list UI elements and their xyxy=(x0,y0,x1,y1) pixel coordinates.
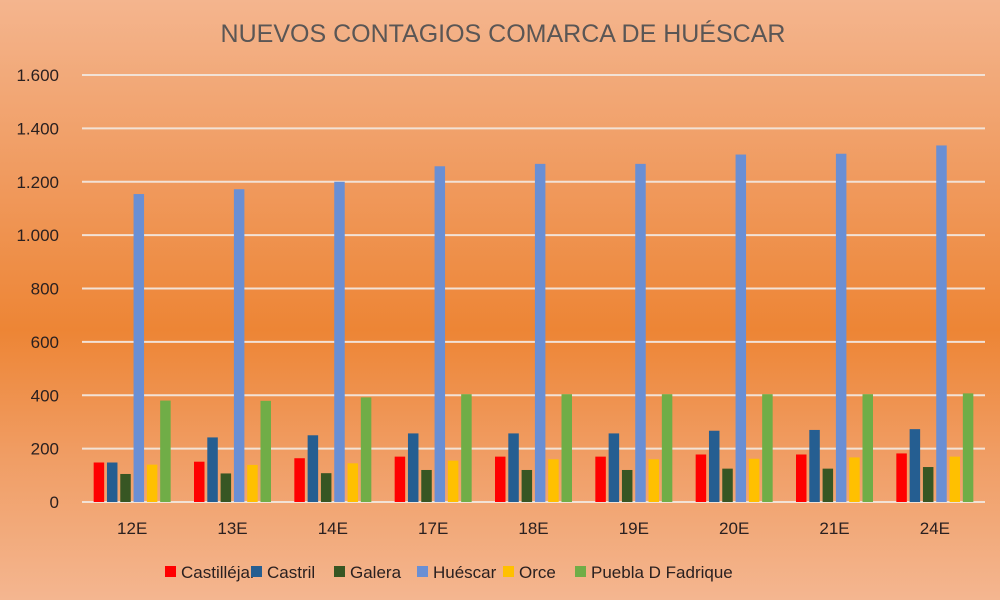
x-tick-label: 20E xyxy=(719,519,749,538)
gridlines xyxy=(82,74,985,503)
bar-puebla-d-fadrique-20E xyxy=(762,394,773,502)
bar-castril-19E xyxy=(608,433,620,502)
bar-hu-scar-21E xyxy=(835,153,847,502)
y-axis-ticks: 0 200 400 600 800 1.000 1.200 1.400 1.600 xyxy=(16,66,59,512)
bar-orce-19E xyxy=(648,459,660,502)
bar-castill-jar-18E xyxy=(495,456,506,502)
bar-galera-18E xyxy=(521,469,533,502)
chart-title: NUEVOS CONTAGIOS COMARCA DE HUÉSCAR xyxy=(221,19,786,48)
bar-castril-17E xyxy=(407,433,419,502)
bar-puebla-d-fadrique-14E xyxy=(360,397,372,502)
legend-swatch xyxy=(165,566,176,577)
legend: Castilléjar Castril Galera Huéscar Orce Puebl… xyxy=(165,563,733,582)
bar-galera-14E xyxy=(320,473,332,502)
bar-puebla-d-fadrique-19E xyxy=(661,394,673,502)
x-tick-label: 21E xyxy=(819,519,849,538)
bar-castill-jar-19E xyxy=(595,456,606,502)
x-tick-label: 13E xyxy=(217,519,247,538)
y-tick-label: 0 xyxy=(50,493,59,512)
bar-castill-jar-17E xyxy=(394,456,406,502)
bar-orce-12E xyxy=(146,464,158,502)
bar-castill-jar-21E xyxy=(796,454,807,502)
legend-swatch xyxy=(334,566,345,577)
bar-galera-20E xyxy=(722,468,733,502)
bar-puebla-d-fadrique-12E xyxy=(160,400,171,502)
y-tick-label: 1.400 xyxy=(16,119,59,138)
y-tick-label: 800 xyxy=(31,280,59,299)
x-tick-label: 18E xyxy=(518,519,548,538)
legend-label: Castilléjar xyxy=(181,563,256,582)
bar-puebla-d-fadrique-17E xyxy=(461,394,472,502)
legend-label: Puebla D Fadrique xyxy=(591,563,733,582)
bar-castill-jar-14E xyxy=(294,458,305,502)
bar-galera-17E xyxy=(421,469,432,502)
x-tick-label: 12E xyxy=(117,519,147,538)
legend-swatch xyxy=(417,566,428,577)
bar-orce-18E xyxy=(548,459,559,502)
bar-hu-scar-17E xyxy=(434,166,446,503)
legend-swatch xyxy=(503,566,514,577)
bar-castill-jar-13E xyxy=(194,461,205,502)
bar-galera-19E xyxy=(621,469,633,502)
bar-hu-scar-12E xyxy=(133,194,145,502)
bar-castill-jar-12E xyxy=(93,462,105,502)
bar-galera-13E xyxy=(220,473,232,502)
bar-orce-21E xyxy=(849,457,860,502)
bars xyxy=(93,145,974,503)
bar-galera-21E xyxy=(822,468,834,502)
legend-label: Huéscar xyxy=(433,563,497,582)
bar-puebla-d-fadrique-18E xyxy=(561,394,572,502)
y-tick-label: 200 xyxy=(31,440,59,459)
bar-puebla-d-fadrique-21E xyxy=(862,394,873,502)
x-tick-label: 17E xyxy=(418,519,448,538)
bar-castill-jar-20E xyxy=(695,454,707,502)
bar-galera-12E xyxy=(120,473,131,502)
bar-castril-24E xyxy=(909,429,921,502)
bar-galera-24E xyxy=(922,467,934,502)
y-tick-label: 1.600 xyxy=(16,66,59,85)
bar-hu-scar-19E xyxy=(635,163,646,502)
bar-orce-17E xyxy=(447,460,459,502)
y-tick-label: 1.000 xyxy=(16,226,59,245)
bar-hu-scar-20E xyxy=(735,154,747,502)
bar-castril-12E xyxy=(106,462,118,502)
y-tick-label: 600 xyxy=(31,333,59,352)
bar-castill-jar-24E xyxy=(896,453,907,502)
y-tick-label: 1.200 xyxy=(16,173,59,192)
bar-hu-scar-13E xyxy=(233,189,245,502)
bar-puebla-d-fadrique-13E xyxy=(260,400,271,502)
legend-label: Castril xyxy=(267,563,315,582)
bar-castril-20E xyxy=(708,430,720,502)
bar-castril-14E xyxy=(307,435,319,502)
bar-castril-21E xyxy=(809,429,820,502)
x-tick-label: 14E xyxy=(318,519,348,538)
bar-castril-18E xyxy=(508,433,519,502)
bar-hu-scar-14E xyxy=(334,181,345,502)
bar-castril-13E xyxy=(207,437,218,502)
bar-orce-13E xyxy=(247,464,258,502)
legend-label: Galera xyxy=(350,563,402,582)
bar-orce-24E xyxy=(949,456,961,502)
bar-hu-scar-18E xyxy=(534,163,546,502)
x-tick-label: 24E xyxy=(920,519,950,538)
x-axis-ticks: 12E 13E 14E 17E 18E 19E 20E 21E 24E xyxy=(117,519,950,538)
legend-swatch xyxy=(251,566,262,577)
bar-puebla-d-fadrique-24E xyxy=(962,393,974,502)
bar-hu-scar-24E xyxy=(936,145,947,502)
x-tick-label: 19E xyxy=(619,519,649,538)
legend-swatch xyxy=(575,566,586,577)
bar-orce-20E xyxy=(748,458,760,502)
legend-label: Orce xyxy=(519,563,556,582)
y-tick-label: 400 xyxy=(31,386,59,405)
bar-orce-14E xyxy=(347,463,359,502)
